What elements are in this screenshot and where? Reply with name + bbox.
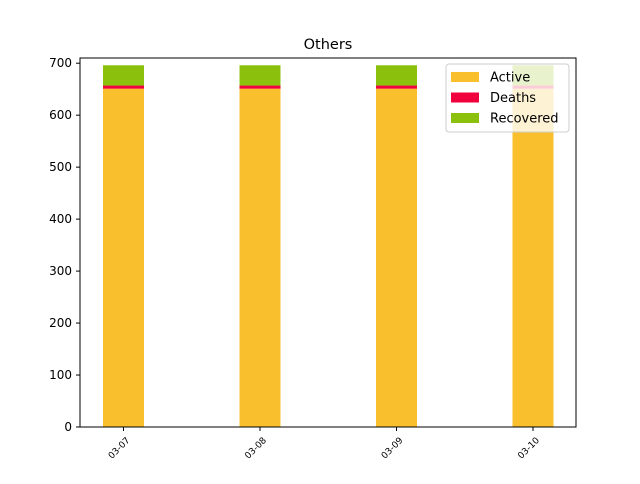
bars-layer — [103, 65, 554, 427]
bar-active-03-10 — [512, 88, 554, 427]
x-tick-label: 03-08 — [243, 436, 269, 462]
bar-recovered-03-09 — [376, 65, 417, 86]
y-tick-label: 100 — [49, 368, 72, 382]
y-tick-label: 700 — [49, 56, 72, 70]
bar-active-03-07 — [103, 88, 144, 427]
legend-label-deaths: Deaths — [490, 91, 536, 106]
legend-swatch-deaths — [451, 92, 479, 103]
bar-active-03-09 — [376, 88, 417, 427]
legend-swatch-recovered — [451, 113, 479, 123]
y-tick-label: 300 — [49, 264, 72, 278]
legend-swatch-active — [451, 72, 479, 82]
x-tick-label: 03-07 — [107, 436, 133, 462]
y-tick-label: 600 — [49, 108, 72, 122]
y-tick-label: 0 — [64, 420, 72, 434]
bar-recovered-03-07 — [103, 65, 144, 86]
y-tick-label: 500 — [49, 160, 72, 174]
bar-deaths-03-08 — [239, 85, 281, 89]
bar-active-03-08 — [239, 88, 281, 427]
bar-deaths-03-07 — [103, 85, 144, 89]
y-tick-label: 200 — [49, 316, 72, 330]
legend-label-recovered: Recovered — [490, 112, 559, 127]
bar-deaths-03-09 — [376, 85, 417, 89]
bar-recovered-03-08 — [239, 65, 281, 86]
legend: Active Deaths Recovered — [445, 63, 570, 133]
plot-frame — [79, 57, 577, 428]
y-tick-label: 400 — [49, 212, 72, 226]
x-tick-label: 03-09 — [380, 436, 406, 462]
legend-label-active: Active — [490, 71, 530, 86]
chart-title: Others — [304, 37, 353, 53]
x-tick-label: 03-10 — [516, 436, 542, 462]
